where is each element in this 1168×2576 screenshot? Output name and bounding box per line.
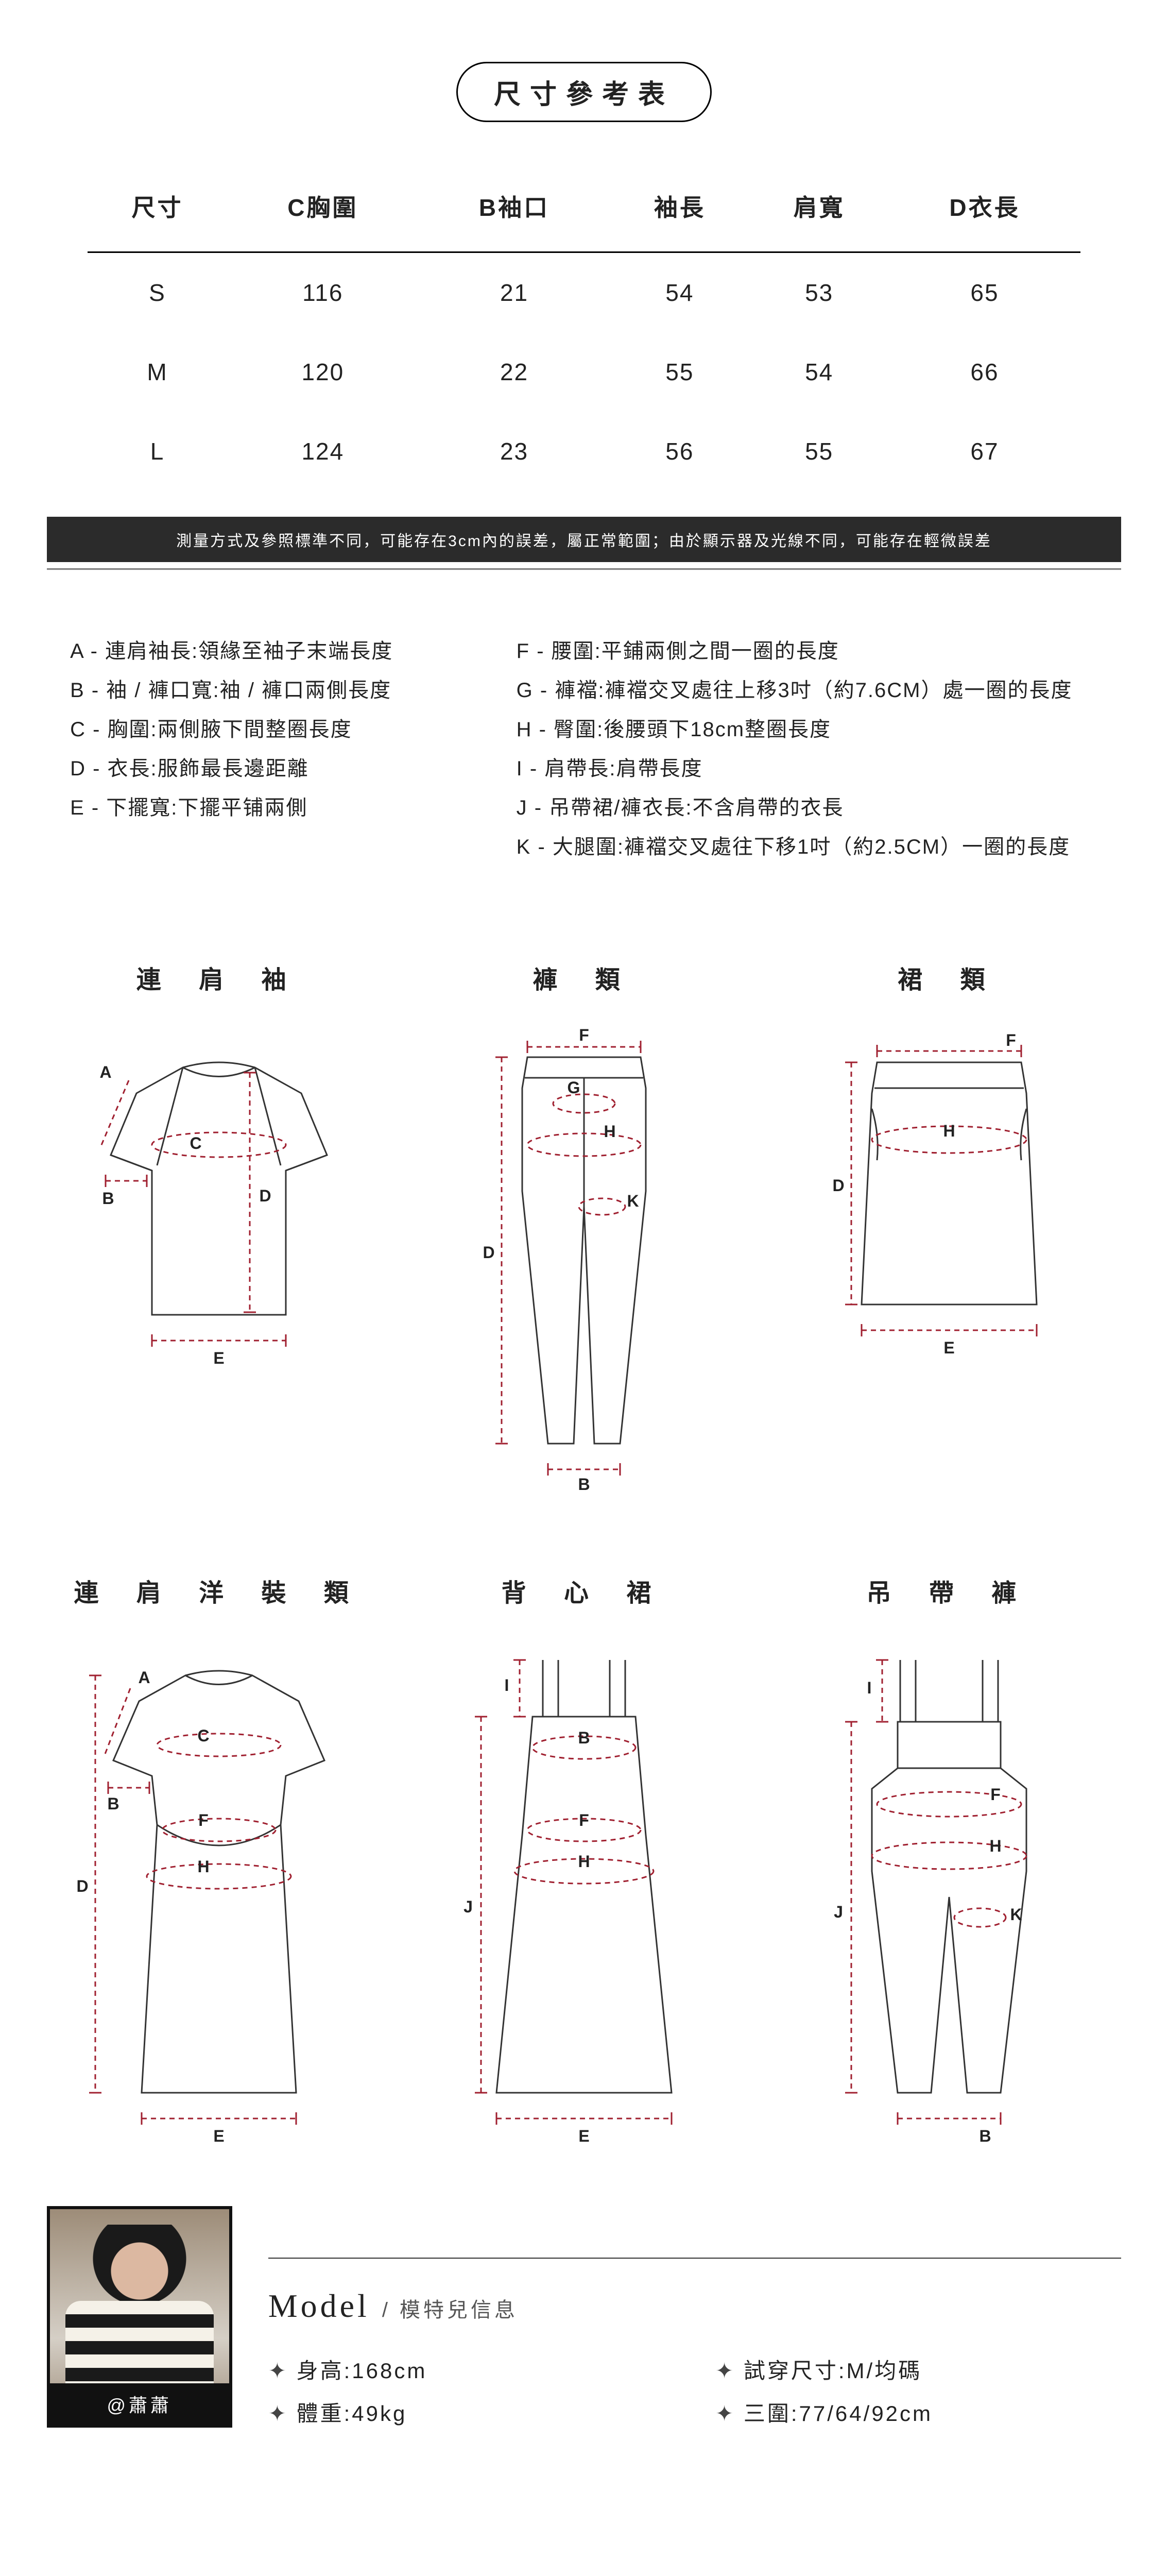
glossary-item: D - 衣長:服飾最長邊距離 <box>70 749 486 788</box>
diagram-svg: I F H K J B <box>795 1639 1104 2144</box>
svg-text:J: J <box>834 1903 843 1921</box>
svg-text:H: H <box>198 1857 210 1876</box>
glossary-item: B - 袖 / 褲口寬:袖 / 褲口兩側長度 <box>70 671 486 710</box>
model-section: @蕭蕭 Model / 模特兒信息 身高:168cm 試穿尺寸:M/均碼 體重:… <box>47 2206 1122 2489</box>
svg-text:A: A <box>139 1668 150 1687</box>
table-header: 袖長 <box>610 168 749 252</box>
diagram-title: 褲 類 <box>533 959 635 995</box>
glossary-item: I - 肩帶長:肩帶長度 <box>517 749 1098 788</box>
svg-text:F: F <box>579 1026 589 1044</box>
svg-text:G: G <box>568 1078 580 1097</box>
table-header: C胸圍 <box>227 168 419 252</box>
glossary-item: K - 大腿圍:褲襠交叉處往下移1吋（約2.5CM）一圈的長度 <box>517 827 1098 867</box>
glossary-item: C - 胸圍:兩側腋下間整圈長度 <box>70 710 486 749</box>
model-heading-zh: / 模特兒信息 <box>382 2293 518 2323</box>
table-header: B袖口 <box>419 168 610 252</box>
diagram-raglan-dress: 連 肩 洋 裝 類 A B C F H D E <box>47 1572 391 2144</box>
svg-text:C: C <box>190 1134 202 1153</box>
table-header: D衣長 <box>889 168 1080 252</box>
diagram-svg: A B C F H D E <box>64 1639 373 2144</box>
svg-text:F: F <box>198 1811 209 1829</box>
table-header: 肩寬 <box>749 168 889 252</box>
model-heading-en: Model <box>268 2287 370 2325</box>
svg-text:D: D <box>483 1243 494 1262</box>
svg-text:I: I <box>867 1679 871 1697</box>
table-row: S11621545365 <box>88 252 1080 333</box>
measurement-note: 測量方式及參照標準不同，可能存在3cm內的誤差，屬正常範圍；由於顯示器及光線不同… <box>47 517 1122 562</box>
diagram-cami-dress: 背 心 裙 I B F H J E <box>412 1572 757 2144</box>
svg-text:C: C <box>198 1726 210 1745</box>
model-photo: @蕭蕭 <box>47 2206 232 2428</box>
diagram-raglan-tee: 連 肩 袖 A B C D E <box>47 959 391 1490</box>
model-trysize: 試穿尺寸:M/均碼 <box>715 2353 1121 2385</box>
svg-text:D: D <box>260 1187 271 1205</box>
diagram-title: 連 肩 洋 裝 類 <box>74 1572 364 1608</box>
diagram-title: 裙 類 <box>898 959 1000 995</box>
svg-text:E: E <box>213 2127 224 2144</box>
svg-text:B: B <box>102 1189 114 1208</box>
glossary: A - 連肩袖長:領緣至袖子末端長度B - 袖 / 褲口寬:袖 / 褲口兩側長度… <box>70 632 1098 867</box>
svg-text:I: I <box>505 1676 509 1694</box>
diagram-skirt: 裙 類 F H D E <box>777 959 1121 1490</box>
glossary-item: F - 腰圍:平鋪兩側之間一圈的長度 <box>517 632 1098 671</box>
divider <box>47 568 1122 570</box>
svg-text:B: B <box>578 1475 590 1490</box>
svg-text:E: E <box>213 1349 224 1367</box>
svg-text:B: B <box>578 1728 590 1747</box>
svg-text:A: A <box>100 1063 112 1081</box>
diagram-svg: I B F H J E <box>430 1639 738 2144</box>
svg-text:F: F <box>1006 1031 1016 1049</box>
model-handle: @蕭蕭 <box>50 2383 229 2425</box>
diagram-svg: F G H K D B <box>430 1026 738 1490</box>
svg-text:K: K <box>627 1192 639 1210</box>
svg-text:F: F <box>579 1811 589 1829</box>
diagram-title: 連 肩 袖 <box>136 959 302 995</box>
model-height: 身高:168cm <box>268 2353 674 2385</box>
glossary-item: E - 下擺寬:下擺平铺兩側 <box>70 788 486 827</box>
svg-text:K: K <box>1010 1905 1022 1924</box>
svg-text:H: H <box>989 1837 1001 1855</box>
table-row: M12022555466 <box>88 332 1080 412</box>
table-row: L12423565567 <box>88 412 1080 491</box>
size-table: 尺寸C胸圍B袖口袖長肩寬D衣長 S11621545365M12022555466… <box>88 168 1080 491</box>
diagram-title: 吊 帶 褲 <box>866 1572 1032 1608</box>
model-weight: 體重:49kg <box>268 2396 674 2428</box>
glossary-item: A - 連肩袖長:領緣至袖子末端長度 <box>70 632 486 671</box>
svg-text:D: D <box>832 1176 844 1195</box>
page-title: 尺寸參考表 <box>456 62 712 122</box>
svg-text:H: H <box>578 1852 590 1871</box>
glossary-item: H - 臀圍:後腰頭下18cm整圈長度 <box>517 710 1098 749</box>
model-heading: Model / 模特兒信息 <box>268 2287 1122 2325</box>
svg-text:E: E <box>943 1338 954 1357</box>
svg-text:D: D <box>77 1877 89 1895</box>
svg-text:E: E <box>578 2127 589 2144</box>
table-header: 尺寸 <box>88 168 227 252</box>
glossary-item: J - 吊帶裙/褲衣長:不含肩帶的衣長 <box>517 788 1098 827</box>
model-bwh: 三圍:77/64/92cm <box>715 2396 1121 2428</box>
svg-text:B: B <box>979 2127 991 2144</box>
svg-text:H: H <box>943 1122 955 1140</box>
diagram-svg: A B C D E <box>64 1026 373 1377</box>
diagram-pants: 褲 類 F G H K D B <box>412 959 757 1490</box>
svg-text:J: J <box>463 1897 473 1916</box>
diagram-overalls: 吊 帶 褲 I F H K J B <box>777 1572 1121 2144</box>
glossary-item: G - 褲襠:褲襠交叉處往上移3吋（約7.6CM）處一圈的長度 <box>517 671 1098 710</box>
svg-text:F: F <box>990 1785 1001 1804</box>
svg-text:B: B <box>108 1794 119 1813</box>
diagram-svg: F H D E <box>795 1026 1104 1377</box>
diagram-title: 背 心 裙 <box>502 1572 667 1608</box>
svg-text:H: H <box>604 1122 615 1141</box>
